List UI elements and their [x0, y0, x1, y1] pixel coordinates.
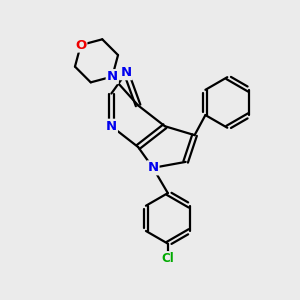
Text: N: N: [147, 161, 158, 174]
Text: N: N: [107, 70, 118, 83]
Text: O: O: [75, 39, 86, 52]
Text: N: N: [121, 66, 132, 79]
Text: N: N: [106, 120, 117, 133]
Text: Cl: Cl: [161, 252, 174, 265]
